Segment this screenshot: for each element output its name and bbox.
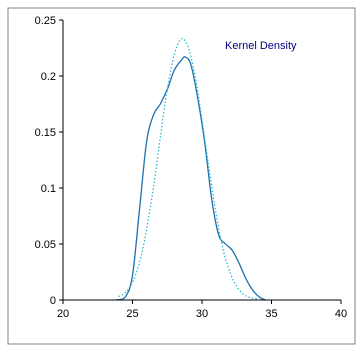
y-tick-label: 0.1	[41, 183, 56, 195]
axes	[59, 19, 342, 304]
chart-frame	[7, 7, 356, 345]
y-tick-label: 0.15	[35, 127, 56, 139]
y-tick-label: 0	[50, 295, 56, 307]
x-tick-label: 20	[57, 308, 69, 320]
y-tick-label: 0.05	[35, 239, 56, 251]
x-tick-label: 25	[126, 308, 138, 320]
series-layer	[115, 38, 267, 301]
kernel-density-line	[115, 56, 267, 301]
legend-label: Kernel Density	[225, 40, 297, 52]
y-tick-label: 0.25	[35, 15, 56, 27]
y-tick-label: 0.2	[41, 71, 56, 83]
x-tick-label: 30	[196, 308, 208, 320]
tick-labels: 0 0.05 0.1 0.15 0.2 0.25 20 25 30 35 40	[35, 15, 348, 320]
x-tick-label: 35	[265, 308, 277, 320]
x-tick-label: 40	[335, 308, 347, 320]
reference-density-line	[118, 38, 258, 300]
